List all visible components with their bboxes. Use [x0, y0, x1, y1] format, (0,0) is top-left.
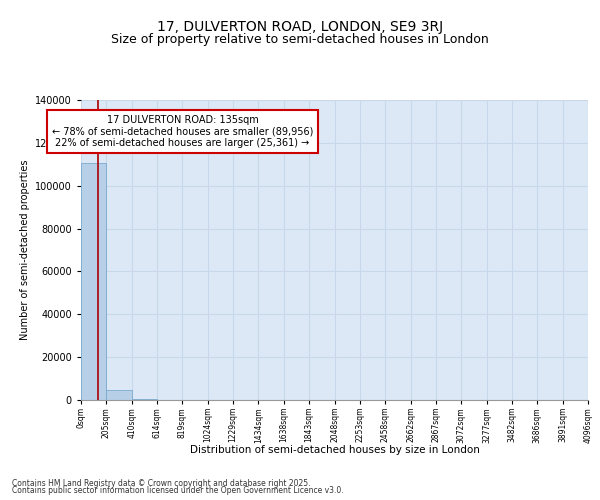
X-axis label: Distribution of semi-detached houses by size in London: Distribution of semi-detached houses by … — [190, 446, 479, 456]
Text: 17, DULVERTON ROAD, LONDON, SE9 3RJ: 17, DULVERTON ROAD, LONDON, SE9 3RJ — [157, 20, 443, 34]
Bar — [81, 163, 106, 400]
Text: 17 DULVERTON ROAD: 135sqm
← 78% of semi-detached houses are smaller (89,956)
22%: 17 DULVERTON ROAD: 135sqm ← 78% of semi-… — [52, 115, 313, 148]
Text: Size of property relative to semi-detached houses in London: Size of property relative to semi-detach… — [111, 32, 489, 46]
Text: Contains public sector information licensed under the Open Government Licence v3: Contains public sector information licen… — [12, 486, 344, 495]
Y-axis label: Number of semi-detached properties: Number of semi-detached properties — [20, 160, 29, 340]
Bar — [106, 390, 132, 400]
Text: Contains HM Land Registry data © Crown copyright and database right 2025.: Contains HM Land Registry data © Crown c… — [12, 478, 311, 488]
